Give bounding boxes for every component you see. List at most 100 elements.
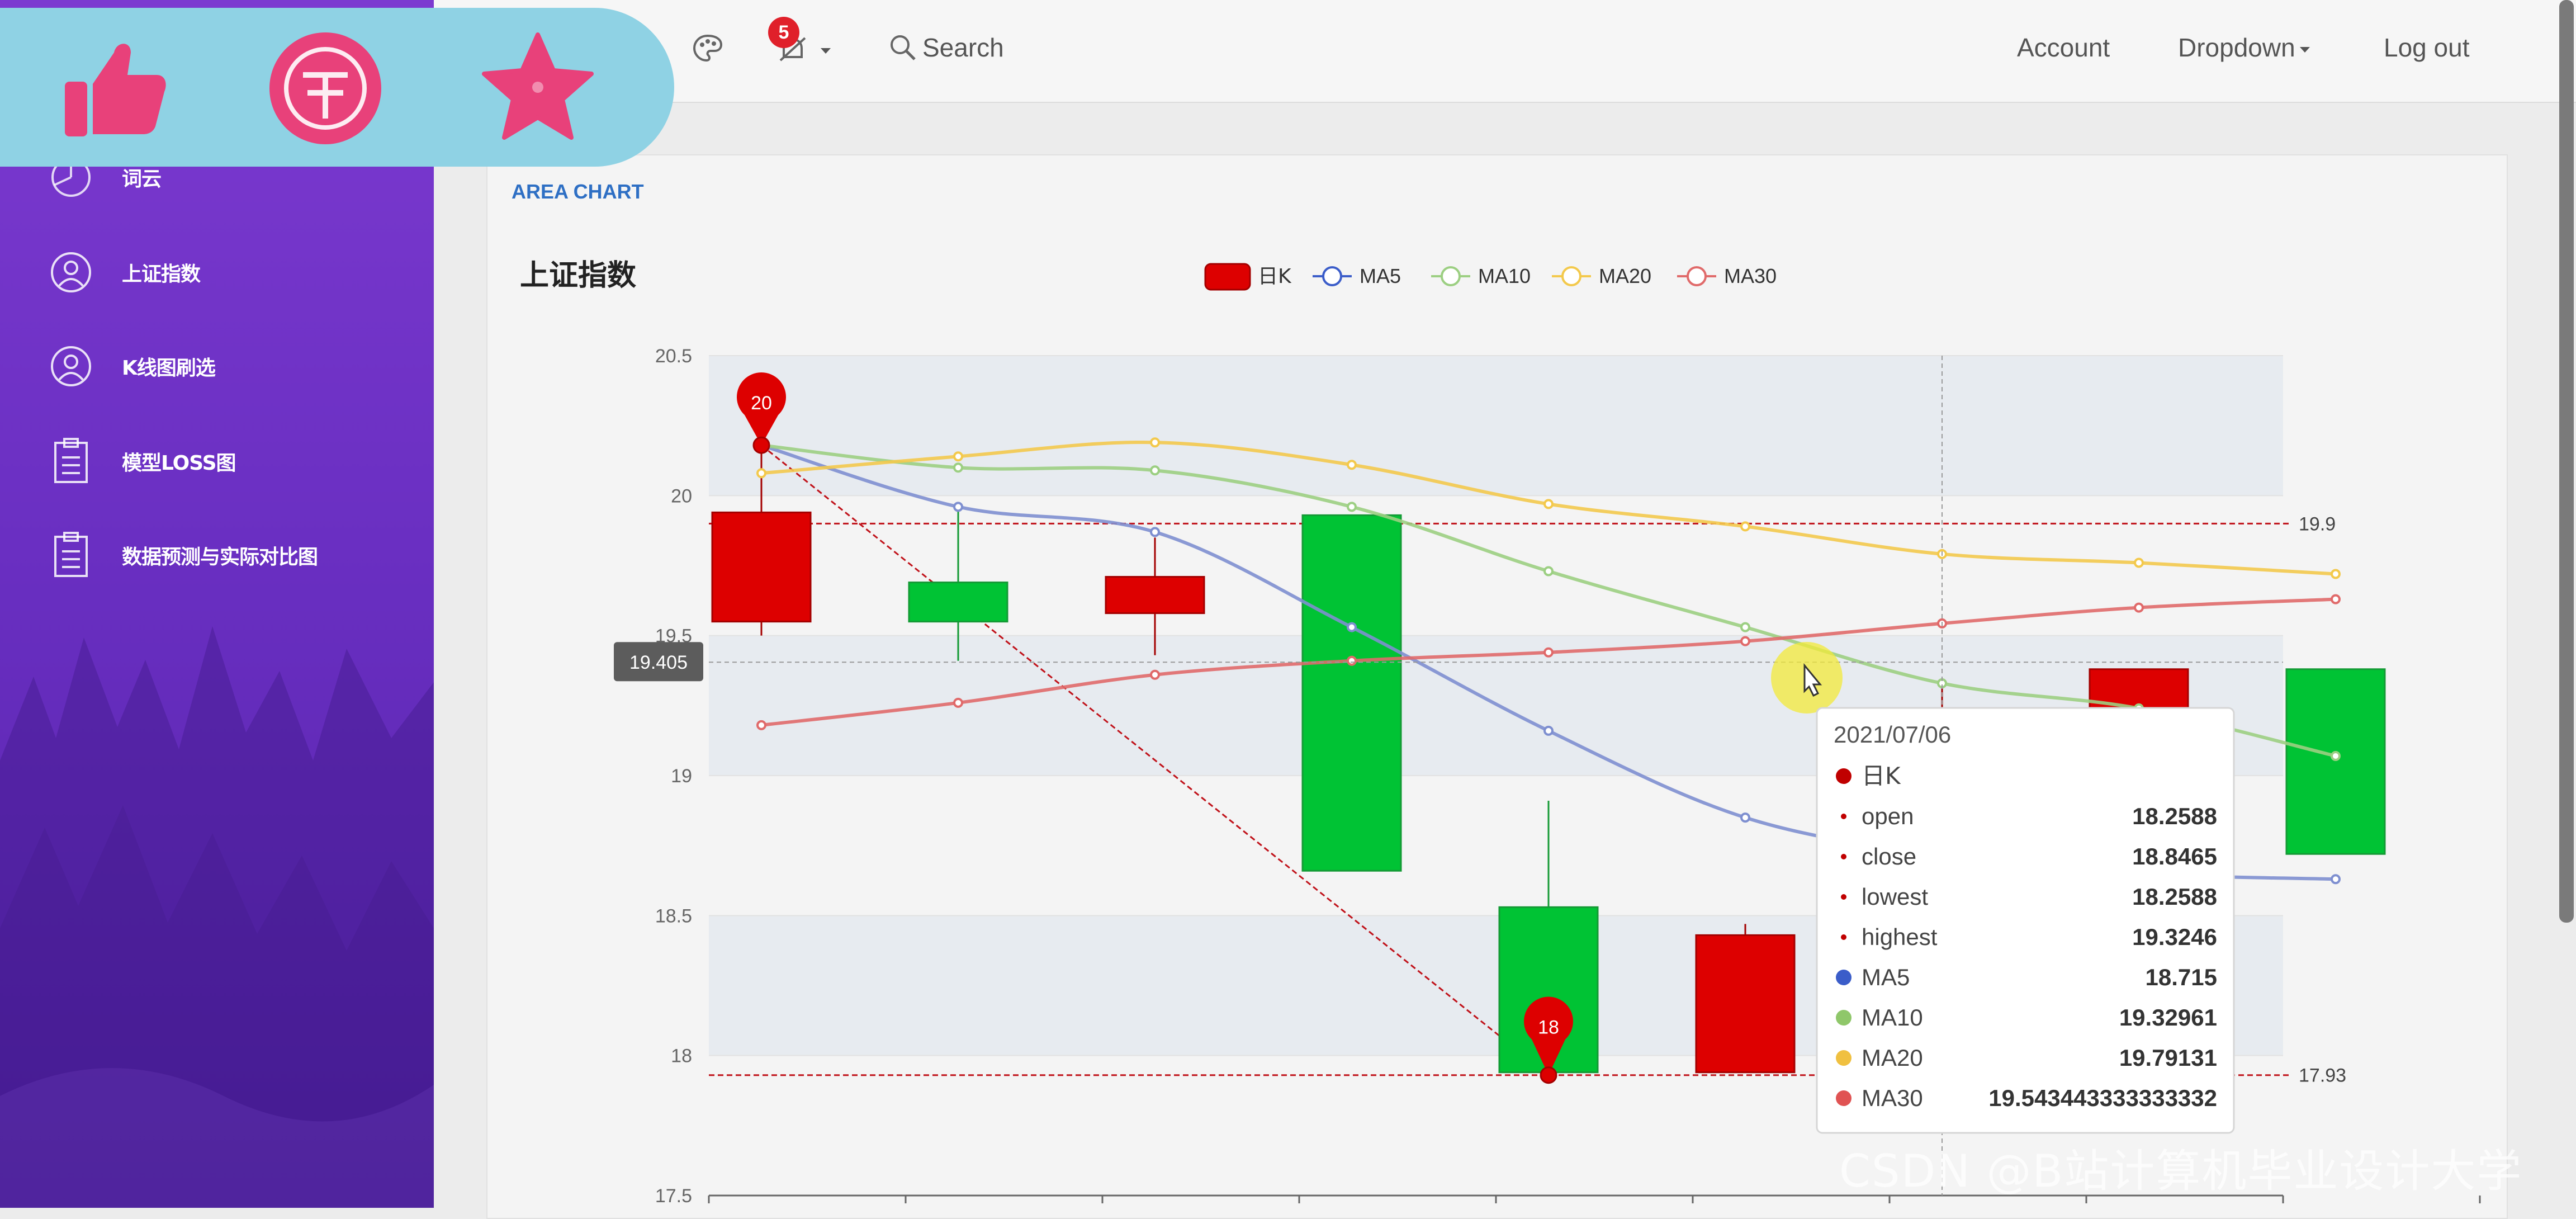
data-point-ma30	[756, 720, 766, 730]
tooltip-series-label: 日K	[1862, 762, 1901, 790]
sidebar-item-model-loss[interactable]: 模型LOSS图	[46, 431, 415, 492]
data-point-ma5	[1150, 527, 1160, 537]
account-link[interactable]: Account	[2017, 33, 2110, 62]
tooltip-row-label: lowest	[1862, 883, 1928, 910]
y-tick-label: 19	[671, 766, 692, 787]
sidebar: 词云 上证指数 K线图刷选 模型LOSS图 数据预测与实际对比图	[0, 0, 434, 1208]
candle	[1105, 576, 1205, 615]
sidebar-item-wordcloud[interactable]: 词云	[46, 147, 415, 208]
chevron-down-icon	[2299, 46, 2310, 53]
candle	[1695, 934, 1796, 1074]
search-label[interactable]: Search	[922, 33, 1004, 62]
dropdown-menu[interactable]: Dropdown	[2178, 32, 2310, 63]
mark-point-dot	[752, 436, 770, 454]
y-tick-label: 18	[671, 1046, 692, 1067]
star-icon[interactable]	[482, 31, 594, 146]
legend-label: MA30	[1724, 264, 1777, 287]
tooltip-ma-label: MA10	[1862, 1004, 1923, 1031]
tooltip-ma-dot	[1836, 970, 1852, 985]
tooltip-ma-label: MA5	[1862, 964, 1910, 990]
tooltip-ma-label: MA30	[1862, 1085, 1923, 1111]
mark-point-label: 20	[751, 393, 772, 414]
tooltip-row-dot	[1841, 894, 1846, 900]
data-point-ma20	[2134, 557, 2144, 568]
sidebar-item-prediction-compare[interactable]: 数据预测与实际对比图	[46, 525, 415, 586]
data-point-ma10	[2331, 750, 2341, 761]
candle	[908, 582, 1008, 623]
mark-point-pin	[1524, 996, 1573, 1075]
y-tick-label: 20	[671, 485, 692, 507]
tooltip-ma-dot	[1836, 1090, 1852, 1106]
chevron-down-icon	[821, 48, 831, 54]
thumbs-up-icon[interactable]	[58, 30, 170, 145]
clipboard-icon	[46, 530, 96, 580]
mark-point-label: 18	[1538, 1017, 1559, 1038]
sidebar-item-label: 上证指数	[122, 263, 201, 286]
sidebar-item-label: 模型LOSS图	[122, 452, 236, 475]
data-point-ma10	[1543, 566, 1554, 577]
data-point-ma30	[1150, 669, 1160, 680]
candle	[2285, 668, 2386, 855]
tooltip-row-value: 19.3246	[2132, 924, 2217, 950]
mark-line-label: 19.9	[2299, 513, 2336, 535]
tooltip-row-value: 18.2588	[2132, 883, 2217, 910]
user-circle-icon	[46, 341, 96, 391]
tooltip-row-value: 18.8465	[2132, 843, 2217, 870]
tooltip-ma-value: 19.32961	[2119, 1004, 2217, 1031]
notification-badge: 5	[768, 17, 799, 48]
y-tick-label: 18.5	[655, 905, 692, 927]
sidebar-item-shanghai-index[interactable]: 上证指数	[46, 242, 415, 303]
tooltip-row-value: 18.2588	[2132, 803, 2217, 829]
crosshair-value-box	[614, 642, 703, 682]
sidebar-item-kline-filter[interactable]: K线图刷选	[46, 336, 415, 397]
sidebar-item-label: 数据预测与实际对比图	[122, 546, 318, 569]
vertical-scrollbar[interactable]	[2559, 0, 2574, 923]
user-circle-icon	[46, 247, 96, 297]
sidebar-item-label: 词云	[122, 168, 162, 191]
legend-label: MA5	[1360, 264, 1401, 287]
legend-marker	[1561, 266, 1581, 286]
mark-point-dot	[1540, 1066, 1557, 1084]
tooltip-date: 2021/07/06	[1834, 721, 1951, 748]
tooltip-row-label: highest	[1862, 924, 1938, 950]
search-icon[interactable]	[888, 32, 918, 65]
tooltip-ma-value: 19.79131	[2119, 1045, 2217, 1071]
candle	[711, 511, 812, 623]
tooltip-row-label: open	[1862, 803, 1914, 829]
legend-label: MA20	[1599, 264, 1651, 287]
data-point-ma10	[953, 462, 963, 473]
data-point-ma10	[1347, 502, 1357, 512]
data-point-ma10	[1740, 622, 1750, 632]
tooltip-ma-label: MA20	[1862, 1045, 1923, 1071]
data-point-ma5	[1740, 812, 1750, 823]
legend-label: 日K	[1258, 265, 1292, 288]
data-point-ma20	[1543, 499, 1554, 509]
tooltip-ma-dot	[1836, 1050, 1852, 1066]
data-point-ma5	[953, 502, 963, 512]
tooltip-ma-value: 18.715	[2146, 964, 2217, 990]
tooltip-ma-value: 19.543443333333332	[1988, 1085, 2217, 1111]
data-point-ma20	[953, 451, 963, 462]
coin-icon[interactable]	[268, 31, 382, 148]
data-point-ma5	[1543, 725, 1554, 736]
logout-link[interactable]: Log out	[2384, 33, 2470, 62]
forest-background	[0, 626, 434, 1208]
candle	[1301, 514, 1402, 872]
floating-action-bar	[0, 8, 674, 167]
grid-band	[709, 356, 2283, 496]
watermark-text: CSDN @B站计算机毕业设计大学	[1839, 1145, 2523, 1197]
palette-icon[interactable]	[691, 31, 724, 68]
dropdown-label: Dropdown	[2178, 33, 2295, 62]
mark-line-label: 17.93	[2299, 1065, 2346, 1086]
data-point-ma30	[1543, 647, 1554, 658]
tooltip-row-dot	[1841, 814, 1846, 819]
tooltip-row-label: close	[1862, 843, 1916, 870]
y-tick-label: 20.5	[655, 346, 692, 367]
data-point-ma5	[1347, 622, 1357, 632]
data-point-ma30	[2134, 602, 2144, 613]
tooltip-box	[1816, 707, 2235, 1134]
legend-marker	[1322, 266, 1342, 286]
data-point-ma30	[2331, 594, 2341, 604]
data-point-ma20	[756, 468, 766, 479]
